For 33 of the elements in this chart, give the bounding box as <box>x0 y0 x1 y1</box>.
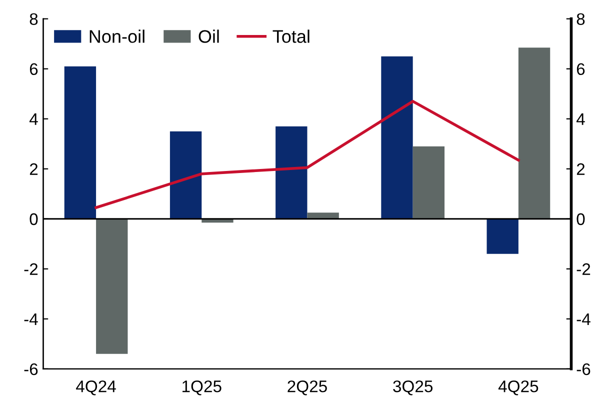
y2-tick-label: -2 <box>576 263 590 275</box>
bar <box>170 131 202 219</box>
y2-tick-label: 4 <box>576 113 585 125</box>
x-tick-label: 2Q25 <box>288 380 327 396</box>
y2-tick-label: 6 <box>576 63 585 76</box>
line-series <box>94 100 520 210</box>
bar <box>276 126 308 219</box>
y2-tick-label: 2 <box>576 163 585 175</box>
legend-label: Total <box>272 30 310 43</box>
legend-label: Oil <box>198 30 219 43</box>
legend-label: Non-oil <box>90 30 144 43</box>
y2-tick-label: 8 <box>576 13 585 26</box>
y-tick-label: 6 <box>30 63 38 76</box>
bar <box>486 218 518 254</box>
y-tick-label: 0 <box>30 213 38 226</box>
y-tick-label: -2 <box>24 263 38 275</box>
y-tick-label: -4 <box>24 313 38 325</box>
y2-tick-label: -4 <box>576 313 590 325</box>
bar <box>64 66 96 219</box>
y-tick-label: 4 <box>29 113 38 125</box>
bar <box>381 56 413 219</box>
y-tick-label: 8 <box>30 13 38 26</box>
bar <box>518 48 550 219</box>
x-tick-label: 1Q25 <box>182 380 222 396</box>
y-tick-label: 2 <box>30 163 38 175</box>
bar <box>412 146 445 219</box>
bar <box>96 218 128 354</box>
y2-tick-label: 0 <box>576 213 585 226</box>
y2-tick-label: -6 <box>576 363 590 376</box>
y-tick-label: -6 <box>24 363 38 376</box>
x-tick-label: 4Q24 <box>76 380 116 396</box>
x-tick-label: 4Q25 <box>498 380 538 396</box>
x-tick-label: 3Q25 <box>393 380 433 396</box>
